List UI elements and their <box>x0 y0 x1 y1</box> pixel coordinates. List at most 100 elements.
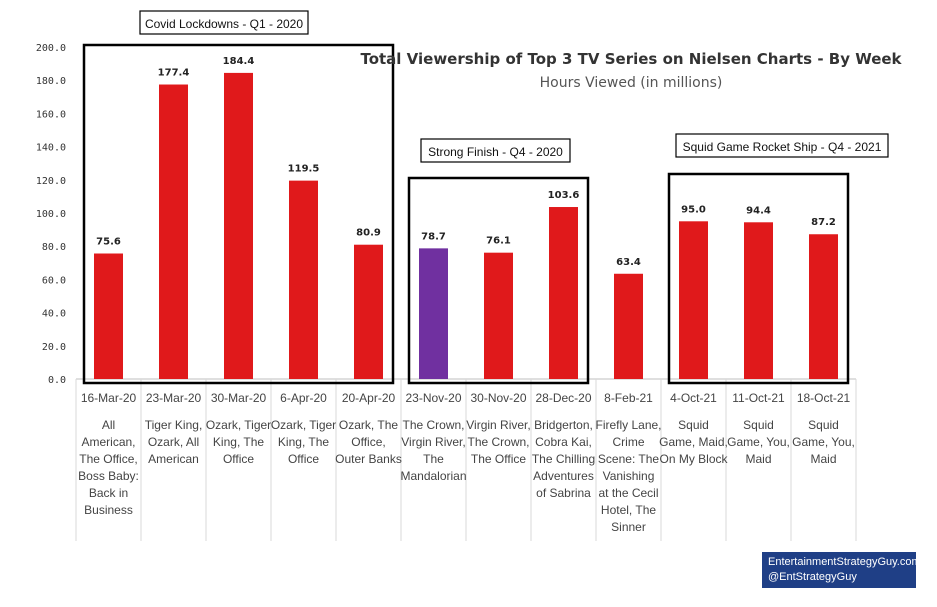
category-shows-line: Squid <box>678 418 709 432</box>
category-shows-line: of Sabrina <box>536 486 591 500</box>
category-shows-line: Office, <box>351 435 385 449</box>
annotation-label-box <box>420 138 571 163</box>
data-label: 103.6 <box>548 190 580 201</box>
category-shows-line: King, The <box>213 435 264 449</box>
category-shows-line: Outer Banks <box>335 452 402 466</box>
category-shows-line: American <box>148 452 199 466</box>
credit-handle: @EntStrategyGuy <box>768 571 857 583</box>
category-shows-line: Crime <box>613 435 645 449</box>
category-shows-line: Business <box>84 503 133 517</box>
bar <box>484 252 513 379</box>
category-shows-line: Adventures <box>533 469 594 483</box>
data-labels: 75.6 177.4 184.4 119.5 80.9 78.7 76.1 103.6 63.4… <box>96 56 836 268</box>
data-label: 87.2 <box>811 217 836 228</box>
category-shows-line: All <box>102 418 115 432</box>
category-shows-line: Squid <box>743 418 774 432</box>
y-tick-label: 80.0 <box>42 242 66 253</box>
y-tick-label: 160.0 <box>36 109 66 120</box>
bar <box>94 253 123 379</box>
category-shows-line: Hotel, The <box>601 503 656 517</box>
category-shows-line: Scene: The <box>598 452 659 466</box>
category-shows-line: Back in <box>89 486 128 500</box>
category-shows-line: The Chilling <box>532 452 595 466</box>
y-tick-label: 200.0 <box>36 43 66 54</box>
category-shows-line: Tiger King, <box>145 418 203 432</box>
category-date: 16-Mar-20 <box>81 391 137 405</box>
data-label: 76.1 <box>486 236 511 247</box>
category-shows-line: On My Block <box>659 452 728 466</box>
annotation-label: Covid Lockdowns - Q1 - 2020 <box>145 17 303 31</box>
category-shows-line: Office <box>223 452 254 466</box>
category-shows-line: Ozark, The <box>339 418 398 432</box>
category-date: 11-Oct-21 <box>732 391 785 405</box>
category-shows-line: King, The <box>278 435 329 449</box>
category-shows-line: Game, You, <box>727 435 790 449</box>
data-label: 119.5 <box>288 164 320 175</box>
category-shows-line: Boss Baby: <box>78 469 139 483</box>
data-label: 75.6 <box>96 237 121 248</box>
annotation-label: Squid Game Rocket Ship - Q4 - 2021 <box>683 140 882 154</box>
category-shows-line: Ozark, All <box>148 435 199 449</box>
bars <box>94 72 838 380</box>
chart-subtitle: Hours Viewed (in millions) <box>540 75 723 91</box>
bar <box>289 180 318 379</box>
category-shows-line: Ozark, Tiger <box>206 418 271 432</box>
category-shows-line: Mandalorian <box>400 469 466 483</box>
category-shows-line: Cobra Kai, <box>535 435 592 449</box>
category-date: 30-Mar-20 <box>211 391 267 405</box>
annotation-label-box <box>139 10 309 35</box>
category-shows-line: Game, Maid, <box>659 435 728 449</box>
bar <box>679 221 708 379</box>
category-shows-line: Maid <box>810 452 836 466</box>
data-label: 80.9 <box>356 228 381 239</box>
data-label: 184.4 <box>223 56 255 67</box>
annotation-label-box <box>675 133 889 158</box>
data-label: 78.7 <box>421 231 446 242</box>
category-date: 23-Nov-20 <box>405 391 461 405</box>
category-date: 20-Apr-20 <box>342 391 396 405</box>
category-shows-line: The Office, <box>79 452 137 466</box>
category-date: 30-Nov-20 <box>470 391 526 405</box>
category-date: 4-Oct-21 <box>670 391 717 405</box>
category-table: 16-Mar-20 All American, The Office, Boss Bab… <box>75 378 857 541</box>
category-date: 18-Oct-21 <box>797 391 851 405</box>
y-tick-label: 20.0 <box>42 342 66 353</box>
bar <box>224 72 253 379</box>
data-label: 94.4 <box>746 205 771 216</box>
annotation-boxes: Covid Lockdowns - Q1 - 2020 Strong Finish… <box>82 10 889 385</box>
credit-website: EntertainmentStrategyGuy.com <box>768 556 921 568</box>
y-tick-label: 0.0 <box>48 375 66 386</box>
category-shows-line: Game, You, <box>792 435 855 449</box>
y-tick-label: 60.0 <box>42 275 66 286</box>
y-axis: 0.0 20.0 40.0 60.0 80.0 100.0 120.0 140.0 160.0 1… <box>36 43 66 386</box>
data-label: 95.0 <box>681 204 706 215</box>
chart-title: Total Viewership of Top 3 TV Series on N… <box>360 50 902 68</box>
category-shows-line: Virgin River, <box>401 435 465 449</box>
bar <box>354 244 383 379</box>
category-shows-line: at the Cecil <box>598 486 658 500</box>
category-date: 23-Mar-20 <box>146 391 202 405</box>
bar <box>159 84 188 380</box>
credit-box: EntertainmentStrategyGuy.com @EntStrateg… <box>762 552 921 588</box>
category-shows-line: Firefly Lane, <box>595 418 661 432</box>
category-shows-line: The Crown, <box>467 435 529 449</box>
annotation-box <box>667 172 850 385</box>
category-date: 8-Feb-21 <box>604 391 653 405</box>
category-shows-line: Bridgerton, <box>534 418 593 432</box>
category-shows-line: Maid <box>745 452 771 466</box>
y-tick-label: 140.0 <box>36 143 66 154</box>
category-shows-line: American, <box>81 435 135 449</box>
category-shows-line: Squid <box>808 418 839 432</box>
data-label: 177.4 <box>158 68 190 79</box>
category-shows-line: The Crown, <box>402 418 464 432</box>
data-label: 63.4 <box>616 257 641 268</box>
bar <box>809 234 838 379</box>
y-tick-label: 180.0 <box>36 76 66 87</box>
annotation-box <box>407 176 590 385</box>
annotation-label: Strong Finish - Q4 - 2020 <box>428 145 563 159</box>
y-tick-label: 120.0 <box>36 176 66 187</box>
y-tick-label: 100.0 <box>36 209 66 220</box>
category-date: 28-Dec-20 <box>535 391 591 405</box>
category-date: 6-Apr-20 <box>280 391 327 405</box>
